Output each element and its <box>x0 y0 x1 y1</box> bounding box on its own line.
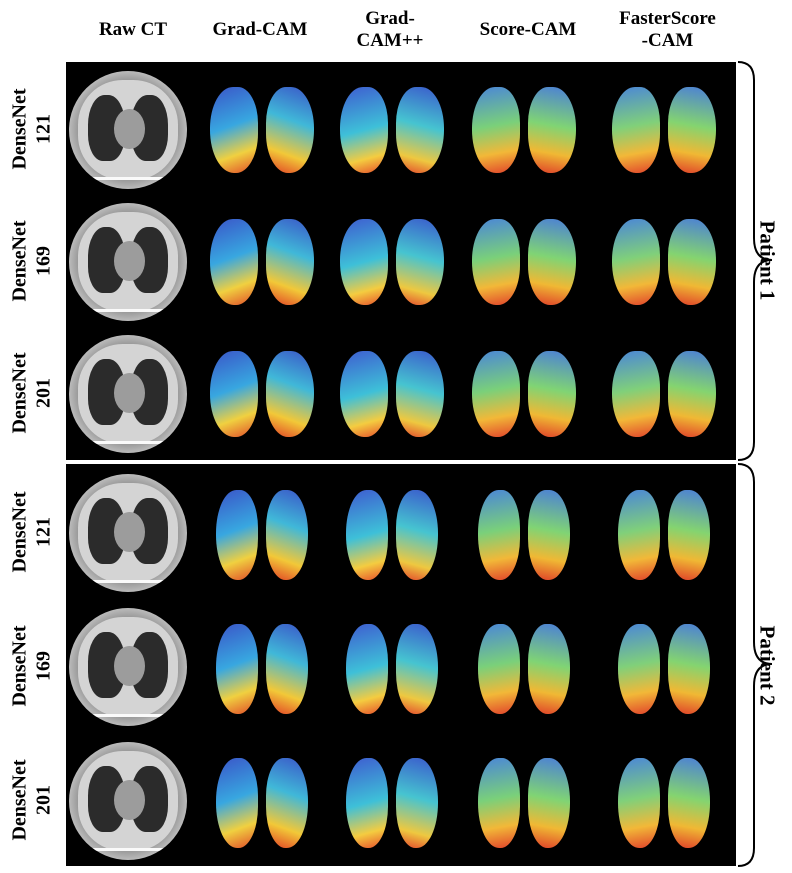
raw-ct-image <box>69 742 187 860</box>
raw-ct-image <box>69 203 187 321</box>
raw-ct-image <box>69 71 187 189</box>
row-label-p1-densenet169: DenseNet 169 <box>9 220 55 302</box>
cam-heatmap-image <box>346 758 438 848</box>
column-header-grad-cam: Grad-CAM <box>212 19 308 40</box>
cam-heatmap-image <box>346 490 438 580</box>
column-header-raw-ct: Raw CT <box>98 19 168 40</box>
patient-1-brace <box>737 61 773 461</box>
cam-heatmap-image <box>478 758 570 848</box>
cam-heatmap-image <box>216 490 308 580</box>
cam-heatmap-image <box>216 758 308 848</box>
row-label-p2-densenet121: DenseNet 121 <box>9 491 55 573</box>
row-label-p1-densenet121: DenseNet 121 <box>9 88 55 170</box>
row-label-p2-densenet201: DenseNet 201 <box>9 759 55 841</box>
cam-heatmap-image <box>216 624 308 714</box>
cam-heatmap-image <box>612 351 716 437</box>
patient-2-label: Patient 2 <box>755 625 780 705</box>
raw-ct-image <box>69 335 187 453</box>
cam-heatmap-image <box>346 624 438 714</box>
cam-heatmap-image <box>340 87 444 173</box>
cam-heatmap-image <box>210 351 314 437</box>
cam-heatmap-image <box>478 490 570 580</box>
cam-heatmap-image <box>210 87 314 173</box>
cam-heatmap-image <box>340 351 444 437</box>
cam-heatmap-image <box>472 219 576 305</box>
cam-heatmap-image <box>478 624 570 714</box>
column-header-grad-cam-pp: Grad- CAM++ <box>356 8 424 51</box>
cam-heatmap-image <box>210 219 314 305</box>
patient-1-label: Patient 1 <box>755 220 780 300</box>
cam-heatmap-image <box>618 624 710 714</box>
patient-2-brace <box>737 463 773 867</box>
raw-ct-image <box>69 608 187 726</box>
raw-ct-image <box>69 474 187 592</box>
cam-heatmap-image <box>340 219 444 305</box>
cam-heatmap-image <box>472 351 576 437</box>
cam-heatmap-image <box>618 490 710 580</box>
column-header-fasterscore-cam: FasterScore -CAM <box>619 8 716 51</box>
cam-heatmap-image <box>612 219 716 305</box>
row-label-p1-densenet201: DenseNet 201 <box>9 352 55 434</box>
cam-heatmap-image <box>618 758 710 848</box>
cam-heatmap-image <box>472 87 576 173</box>
patient-brace <box>737 61 773 867</box>
cam-heatmap-image <box>612 87 716 173</box>
column-header-score-cam: Score-CAM <box>479 19 577 40</box>
row-label-p2-densenet169: DenseNet 169 <box>9 625 55 707</box>
